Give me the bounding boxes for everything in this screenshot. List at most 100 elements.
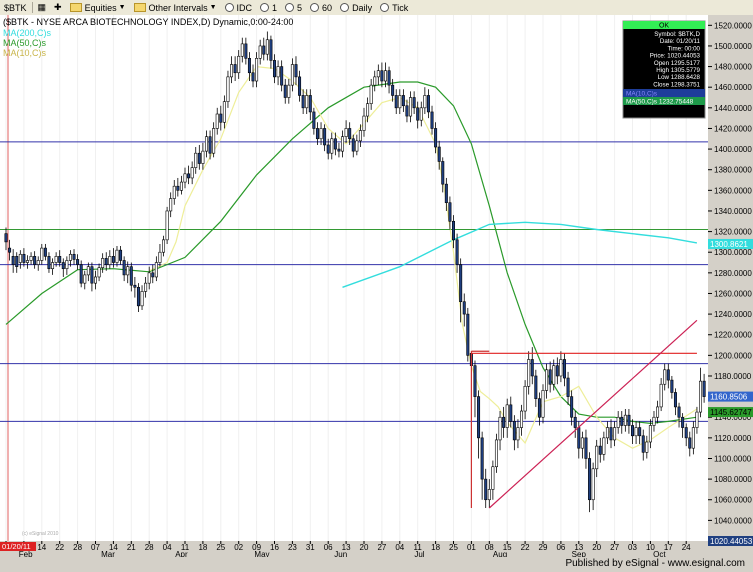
interval-idc[interactable]: IDC	[221, 0, 257, 15]
candle-body	[251, 72, 255, 82]
price-tick-label: 1520.0000	[714, 21, 752, 30]
candle-body	[373, 76, 377, 86]
symbol-label: $BTK	[4, 2, 27, 13]
price-tick-label: 1320.0000	[714, 228, 752, 237]
candle-body	[484, 478, 488, 501]
candle-body	[33, 256, 37, 265]
candle	[101, 253, 105, 273]
candle	[520, 404, 524, 436]
candle-body	[319, 128, 323, 140]
candle-body	[673, 392, 677, 408]
candle	[477, 390, 481, 459]
candle	[344, 120, 348, 143]
candle-body	[537, 398, 541, 418]
candle-body	[398, 95, 402, 109]
candle	[401, 89, 405, 112]
candle	[115, 246, 119, 267]
equities-dropdown[interactable]: Equities ▼	[66, 0, 130, 15]
layout-icon[interactable]: ▦	[37, 2, 47, 12]
candle	[366, 97, 370, 123]
candle-body	[588, 458, 592, 501]
candle-body	[376, 70, 380, 78]
time-tick-label: 24	[682, 543, 691, 552]
candle	[172, 180, 176, 205]
time-tick-label: 14	[37, 543, 46, 552]
candle	[423, 87, 427, 115]
price-label-text: 1145.62747	[710, 408, 752, 417]
candle-body	[94, 276, 98, 284]
price-chart[interactable]: 1040.00001060.00001080.00001100.00001120…	[0, 15, 753, 557]
time-tick-label: 17	[664, 543, 673, 552]
candle	[337, 142, 341, 158]
candle-body	[584, 437, 588, 459]
folder-icon	[133, 3, 146, 12]
time-tick-label: 20	[360, 543, 369, 552]
interval-tick[interactable]: Tick	[376, 0, 412, 15]
candle-body	[648, 425, 652, 443]
candle-body	[11, 256, 15, 265]
time-tick-label: 07	[91, 543, 100, 552]
candle-body	[283, 84, 287, 98]
candle	[230, 56, 234, 84]
candle	[47, 252, 51, 273]
candle	[659, 378, 663, 412]
symbol-field[interactable]: $BTK	[0, 0, 31, 15]
candle-body	[573, 416, 577, 428]
candle	[516, 419, 520, 449]
candle	[559, 351, 563, 383]
candle	[580, 431, 584, 459]
candle-body	[140, 291, 144, 307]
candle-body	[204, 136, 208, 152]
candle-body	[162, 239, 166, 253]
candle	[298, 70, 302, 102]
candle	[305, 89, 309, 115]
candle	[656, 400, 660, 424]
price-tick-label: 1180.0000	[714, 372, 752, 381]
candle	[79, 260, 83, 288]
candle-body	[677, 406, 681, 418]
time-axis-background	[0, 541, 753, 557]
idc-label: IDC	[236, 2, 253, 13]
intervals-dropdown[interactable]: Other Intervals ▼	[130, 0, 221, 15]
candle-body	[255, 58, 259, 82]
candle-body	[645, 441, 649, 453]
candle	[591, 462, 595, 511]
candle	[441, 157, 445, 193]
candle	[40, 243, 44, 265]
candle-body	[233, 64, 237, 74]
interval-daily[interactable]: Daily	[336, 0, 376, 15]
price-tick-label: 1440.0000	[714, 104, 752, 113]
candle	[119, 246, 123, 265]
candle-body	[179, 181, 183, 191]
time-tick-label: 18	[431, 543, 440, 552]
candle-body	[613, 427, 617, 441]
candle	[151, 264, 155, 284]
candle-body	[516, 427, 520, 441]
plus-icon[interactable]: ✚	[54, 2, 62, 12]
candle	[197, 144, 201, 170]
candle	[487, 479, 491, 508]
moving-averages-layer	[5, 65, 698, 449]
candle-body	[552, 365, 556, 385]
interval-1[interactable]: 1	[256, 0, 281, 15]
interval-5[interactable]: 5	[281, 0, 306, 15]
price-tick-label: 1140.0000	[714, 413, 752, 422]
candle-body	[287, 84, 291, 98]
price-label-bg	[708, 238, 753, 249]
candle-body	[684, 427, 688, 439]
candle	[312, 107, 316, 135]
interval-60[interactable]: 60	[306, 0, 336, 15]
candle	[43, 243, 47, 261]
candle	[90, 262, 94, 292]
trendline	[488, 319, 698, 509]
candle-body	[670, 379, 674, 393]
time-tick-label: 27	[377, 543, 386, 552]
time-tick-label: 11	[414, 543, 423, 552]
candle-body	[405, 105, 409, 117]
candle-body	[441, 161, 445, 185]
radio-icon	[285, 3, 295, 12]
candle-body	[451, 220, 455, 241]
candle-body	[391, 84, 395, 96]
candle	[283, 78, 287, 104]
candle	[677, 402, 681, 428]
